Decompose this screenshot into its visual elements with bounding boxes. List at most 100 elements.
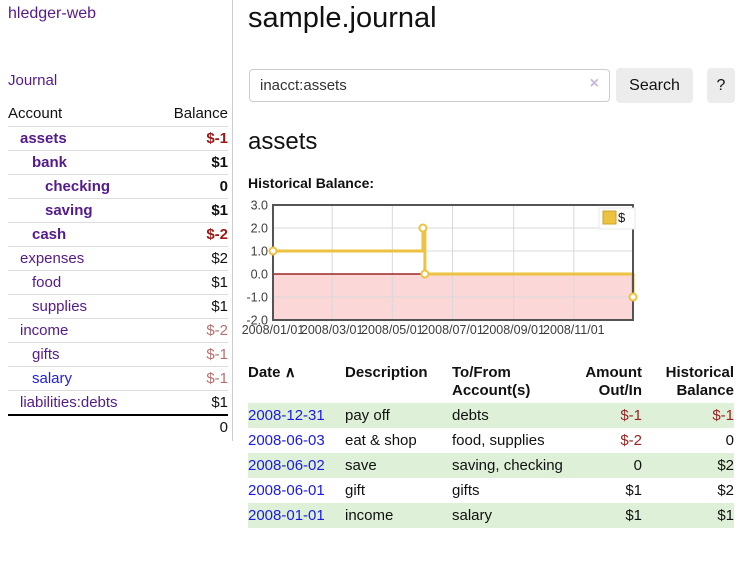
account-balance: $1 — [155, 270, 228, 295]
account-link-liabilities-debts[interactable]: liabilities:debts — [20, 394, 118, 411]
transaction-date-link[interactable]: 2008-01-01 — [248, 507, 325, 524]
account-row: food $1 — [8, 270, 228, 295]
account-balance: $1 — [155, 294, 228, 319]
svg-text:1.0: 1.0 — [251, 245, 268, 259]
transaction-date-cell: 2008-06-02 — [248, 453, 345, 478]
transaction-amount: $-1 — [620, 407, 642, 424]
transaction-date-link[interactable]: 2008-06-03 — [248, 432, 325, 449]
account-heading: assets — [248, 128, 318, 155]
account-name-cell: assets — [8, 126, 156, 151]
account-name-cell: supplies — [8, 294, 156, 319]
transaction-date-cell: 2008-06-03 — [248, 428, 345, 453]
accounts-total-spacer — [8, 414, 156, 439]
account-balance: $2 — [155, 246, 228, 271]
transaction-amount: 0 — [633, 457, 642, 474]
svg-text:$: $ — [618, 210, 626, 225]
account-link-supplies[interactable]: supplies — [32, 298, 88, 315]
register-row: 2008-12-31 pay off debts $-1 $-1 — [248, 403, 734, 428]
chart-title: Historical Balance: — [248, 175, 375, 191]
svg-text:2008/05/01: 2008/05/01 — [361, 323, 424, 337]
journal-link[interactable]: Journal — [8, 72, 58, 89]
transaction-date-link[interactable]: 2008-06-01 — [248, 482, 325, 499]
account-name-cell: cash — [8, 222, 156, 247]
date-header-label: Date — [248, 364, 281, 381]
transaction-amount: $1 — [625, 507, 642, 524]
account-balance: $-1 — [155, 366, 228, 391]
account-name-cell: checking — [8, 174, 156, 199]
account-balance: $-2 — [155, 318, 228, 343]
account-link-cash[interactable]: cash — [32, 226, 67, 243]
transaction-description: eat & shop — [345, 432, 417, 449]
account-link-salary[interactable]: salary — [32, 370, 73, 387]
svg-text:2008/07/01: 2008/07/01 — [421, 323, 484, 337]
description-column-header: Description — [345, 364, 428, 381]
app-title-link[interactable]: hledger-web — [8, 5, 97, 22]
account-balance: 0 — [155, 174, 228, 199]
account-name-cell: gifts — [8, 342, 156, 367]
transaction-accounts: food, supplies — [452, 432, 545, 449]
account-name-cell: saving — [8, 198, 156, 223]
svg-text:-2.0: -2.0 — [246, 314, 268, 328]
account-name-cell: salary — [8, 366, 156, 391]
date-column-header[interactable]: Date ∧ — [248, 361, 345, 403]
clear-search-icon[interactable]: × — [589, 75, 599, 92]
account-row: salary $-1 — [8, 366, 228, 391]
account-name-cell: food — [8, 270, 156, 295]
accounts-header-row: Account Balance — [8, 101, 228, 127]
svg-text:2008/01/01: 2008/01/01 — [242, 323, 305, 337]
transaction-description: income — [345, 507, 394, 524]
account-balance: $-2 — [155, 222, 228, 247]
help-button[interactable]: ? — [707, 68, 735, 103]
account-link-income[interactable]: income — [20, 322, 69, 339]
transaction-date-cell: 2008-06-01 — [248, 478, 345, 503]
account-name-cell: income — [8, 318, 156, 343]
search-field-wrap: × — [249, 69, 610, 102]
balance-column-header: Balance — [173, 105, 228, 122]
transaction-accounts: gifts — [452, 482, 480, 499]
account-balance: $1 — [155, 150, 228, 175]
balance-column-header-register: Historical Balance — [665, 364, 734, 399]
svg-text:0.0: 0.0 — [251, 268, 268, 282]
account-link-gifts[interactable]: gifts — [32, 346, 60, 363]
transaction-balance: 0 — [725, 432, 734, 449]
account-name-cell: bank — [8, 150, 156, 175]
account-row: saving $1 — [8, 198, 228, 223]
account-row: income $-2 — [8, 318, 228, 343]
account-row: checking 0 — [8, 174, 228, 199]
search-form: × Search ? — [248, 68, 735, 103]
balance-chart: $3.0 2.0 1.0 0.0 -1.0 -2.0 2008/01/01 2008/03/0… — [242, 199, 644, 344]
transaction-date-link[interactable]: 2008-06-02 — [248, 457, 325, 474]
sort-ascending-icon: ∧ — [284, 364, 296, 381]
account-balance: $1 — [155, 198, 228, 223]
transaction-balance: $-1 — [712, 407, 734, 424]
account-name-cell: expenses — [8, 246, 156, 271]
search-button[interactable]: Search — [616, 68, 693, 103]
accounts-total-value: 0 — [155, 414, 228, 439]
search-input[interactable] — [249, 69, 610, 102]
register-row: 2008-01-01 income salary $1 $1 — [248, 503, 734, 528]
account-row: liabilities:debts $1 — [8, 390, 228, 415]
account-link-saving[interactable]: saving — [45, 202, 93, 219]
account-link-food[interactable]: food — [32, 274, 62, 291]
accounts-table: Account Balance assets $-1 bank $1 checking 0… — [8, 101, 228, 439]
transaction-date-cell: 2008-12-31 — [248, 403, 345, 428]
main-content: sample.journal × Search ? assets Histori… — [242, 0, 735, 528]
page-title: sample.journal — [248, 2, 437, 34]
account-link-assets[interactable]: assets — [20, 130, 67, 147]
svg-text:3.0: 3.0 — [251, 199, 268, 213]
transaction-date-link[interactable]: 2008-12-31 — [248, 407, 325, 424]
account-link-bank[interactable]: bank — [32, 154, 68, 171]
svg-text:2008/11/01: 2008/11/01 — [543, 323, 605, 337]
svg-text:2008/03/01: 2008/03/01 — [301, 323, 364, 337]
account-row: gifts $-1 — [8, 342, 228, 367]
account-row: assets $-1 — [8, 126, 228, 151]
account-balance: $-1 — [155, 126, 228, 151]
svg-text:-1.0: -1.0 — [246, 291, 268, 305]
account-link-expenses[interactable]: expenses — [20, 250, 85, 267]
transaction-balance: $1 — [717, 507, 734, 524]
svg-text:2.0: 2.0 — [251, 222, 268, 236]
register-row: 2008-06-01 gift gifts $1 $2 — [248, 478, 734, 503]
amount-column-header: Amount Out/In — [585, 364, 642, 399]
account-column-header: Account — [8, 105, 63, 122]
account-link-checking[interactable]: checking — [45, 178, 111, 195]
